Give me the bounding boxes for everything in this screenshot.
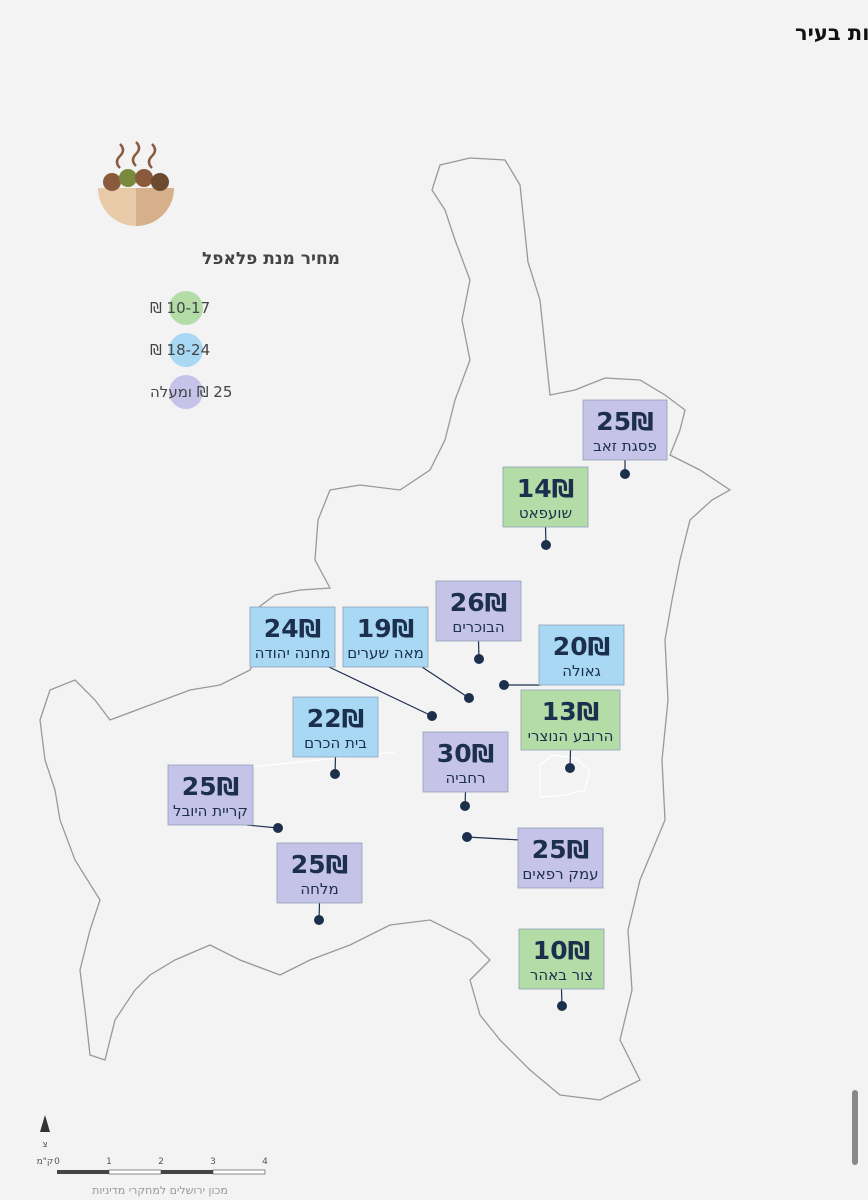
legend-swatch xyxy=(169,291,203,325)
neighborhood-name: הבוכרים xyxy=(452,618,504,636)
price: 19₪ xyxy=(357,614,414,643)
label-box xyxy=(538,624,625,686)
price: 25₪ xyxy=(182,772,239,801)
neighborhood-name: מחנה יהודה xyxy=(255,644,331,662)
neighborhood-name: קריית היובל xyxy=(173,802,248,820)
price: 14₪ xyxy=(517,474,574,503)
scale-tick-label: 0 xyxy=(54,1157,60,1167)
label-box xyxy=(517,827,604,889)
price: 13₪ xyxy=(542,697,599,726)
north-arrow xyxy=(40,1115,50,1132)
title: מחיר מנת פלאפל בשכונות נבחרות בעיר xyxy=(795,21,868,45)
legend-swatch xyxy=(169,333,203,367)
location-dot xyxy=(541,540,551,550)
city-outline xyxy=(39,157,732,1101)
label-box xyxy=(518,928,605,990)
scale-bar xyxy=(57,1169,266,1175)
neighborhood-name: רחביה xyxy=(445,769,485,787)
north-label: צ xyxy=(42,1140,47,1150)
location-dot xyxy=(464,693,474,703)
connector xyxy=(328,666,433,717)
location-dot xyxy=(620,469,630,479)
location-dot xyxy=(499,680,509,690)
label-box xyxy=(435,580,522,642)
neighborhood-name: גאולה xyxy=(562,662,601,680)
legend-label: 18-24 ₪ xyxy=(150,341,210,359)
neighborhood-name: מאה שערים xyxy=(347,644,424,662)
location-dot xyxy=(273,823,283,833)
connector xyxy=(246,824,279,829)
legend-title: מחיר מנת פלאפל xyxy=(202,249,340,269)
location-dot xyxy=(565,763,575,773)
location-dot xyxy=(474,654,484,664)
location-dot xyxy=(427,711,437,721)
label-box xyxy=(422,731,509,793)
label-box xyxy=(502,466,589,528)
price: 20₪ xyxy=(553,632,610,661)
label-box xyxy=(342,606,429,668)
price: 26₪ xyxy=(450,588,507,617)
location-dot xyxy=(557,1001,567,1011)
falafel-icon xyxy=(98,141,174,226)
neighborhood-name: בית הכרם xyxy=(304,734,367,752)
label-box xyxy=(249,606,336,668)
location-dot xyxy=(460,801,470,811)
price: 30₪ xyxy=(437,739,494,768)
connector xyxy=(466,836,521,841)
scale-unit: ק"מ xyxy=(37,1157,54,1167)
neighborhood-name: צור באהר xyxy=(530,966,593,984)
scrollbar xyxy=(852,1090,858,1165)
scale-tick-label: 1 xyxy=(106,1157,112,1167)
scale-tick-label: 2 xyxy=(158,1157,164,1167)
price: 25₪ xyxy=(596,407,653,436)
label-box xyxy=(167,764,254,826)
price: 24₪ xyxy=(264,614,321,643)
legend-swatch xyxy=(169,375,203,409)
price: 25₪ xyxy=(291,850,348,879)
location-dot xyxy=(330,769,340,779)
location-dot xyxy=(314,915,324,925)
scale-tick-label: 3 xyxy=(210,1157,216,1167)
scale-tick-label: 4 xyxy=(262,1157,268,1167)
neighborhood-name: שועפאט xyxy=(519,504,572,522)
neighborhood-name: עמק רפאים xyxy=(522,865,598,883)
legend-label: 10-17 ₪ xyxy=(150,299,210,317)
label-box xyxy=(276,842,363,904)
label-box xyxy=(520,689,621,751)
neighborhood-name: מלחה xyxy=(300,880,338,898)
neighborhood-name: הרובע הנוצרי xyxy=(528,727,614,745)
price: 22₪ xyxy=(307,704,364,733)
label-box xyxy=(292,696,379,758)
neighborhood-name: פסגת זאב xyxy=(593,437,657,455)
footer: מכון ירושלים למחקרי מדיניות xyxy=(92,1184,228,1197)
location-dot xyxy=(462,832,472,842)
connector xyxy=(421,666,470,699)
legend-label: 25 ₪ ומעלה xyxy=(150,383,232,401)
price: 10₪ xyxy=(533,936,590,965)
label-box xyxy=(582,399,668,461)
price: 25₪ xyxy=(532,835,589,864)
old-city-outline xyxy=(539,754,591,798)
